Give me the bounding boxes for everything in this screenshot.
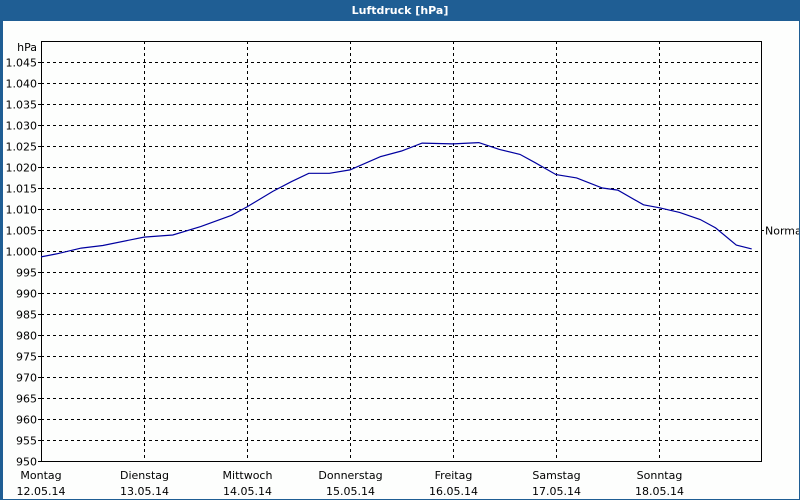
y-tick-label: 950 [16,456,37,469]
y-tick-label: 960 [16,414,37,427]
y-tick-label: 995 [16,267,37,280]
x-tick-label-day: Mittwoch [223,469,273,482]
x-tick-label-date: 16.05.14 [429,485,478,498]
x-tick-label-day: Donnerstag [318,469,382,482]
pressure-chart: 950 955 960 965 970 975 980 985 990 995 1.000 1.005… [6,41,799,498]
y-tick-label: 970 [16,372,37,385]
y-tick-label: 1.025 [6,141,38,154]
y-tick-label: 990 [16,288,37,301]
window-border [1,21,3,499]
reference-label: Normal [765,225,799,238]
y-tick-label: 1.030 [6,120,38,133]
y-tick-label: 955 [16,435,37,448]
y-tick-label: 1.020 [6,162,38,175]
x-tick-label-day: Samstag [532,469,580,482]
y-tick-label: 1.035 [6,99,38,112]
x-tick-label-day: Sonntag [637,469,683,482]
y-tick-label: 965 [16,393,37,406]
x-tick-label-date: 14.05.14 [223,485,272,498]
x-tick-label-date: 12.05.14 [17,485,66,498]
y-axis-label: hPa [17,41,37,54]
y-tick-label: 1.045 [6,57,38,70]
x-tick-label-date: 13.05.14 [120,485,169,498]
x-tick-label-day: Dienstag [120,469,169,482]
y-tick-label: 1.015 [6,183,38,196]
y-tick-label: 1.005 [6,225,38,238]
x-tick-label-day: Montag [20,469,61,482]
y-tick-label: 975 [16,351,37,364]
y-tick-label: 1.010 [6,204,38,217]
y-tick-label: 980 [16,330,37,343]
y-tick-label: 1.040 [6,78,38,91]
y-tick-label: 1.000 [6,246,38,259]
x-tick-label-date: 17.05.14 [532,485,581,498]
x-tick-label-day: Freitag [435,469,473,482]
plot-frame [41,41,762,462]
pressure-line [40,141,752,258]
x-tick-label-date: 15.05.14 [326,485,375,498]
window-title: Luftdruck [hPa] [1,1,799,21]
y-tick-label: 985 [16,309,37,322]
x-tick-label-date: 18.05.14 [635,485,684,498]
